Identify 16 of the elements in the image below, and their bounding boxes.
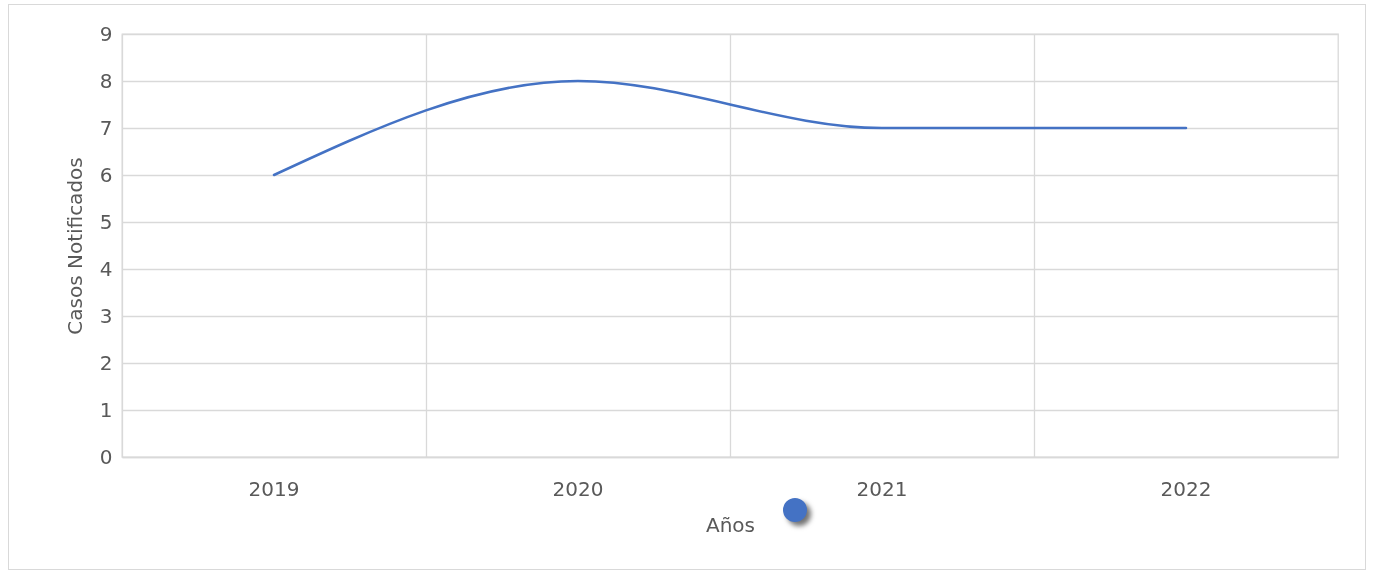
y-tick-label: 4 [99,256,113,281]
y-tick-label: 8 [99,68,113,93]
x-axis-title: Años [705,512,756,537]
y-tick-label: 0 [99,444,113,469]
y-axis-title: Casos Notificados [62,157,87,335]
x-tick-label: 2020 [552,476,604,501]
y-tick-label: 6 [99,162,113,187]
y-tick-label: 1 [99,397,113,422]
x-tick-label: 2019 [248,476,300,501]
y-tick-label: 7 [99,115,113,140]
y-tick-label: 9 [99,21,113,46]
y-tick-label: 5 [99,209,113,234]
x-tick-label: 2021 [856,476,908,501]
y-tick-label: 2 [99,350,113,375]
y-tick-label: 3 [99,303,113,328]
x-tick-label: 2022 [1160,476,1212,501]
